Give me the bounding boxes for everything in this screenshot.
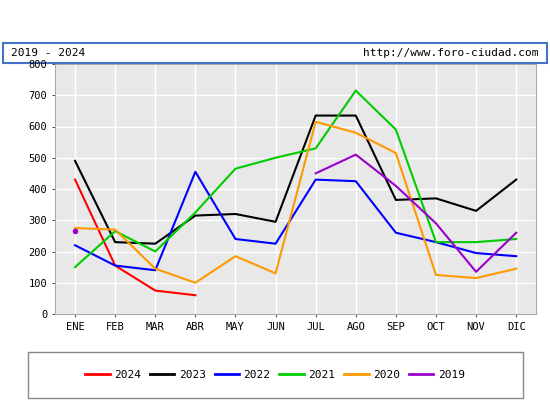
Text: Evolucion Nº Turistas Nacionales en el municipio de Vezdemarbán: Evolucion Nº Turistas Nacionales en el m… [23,14,527,28]
Text: 2019 - 2024: 2019 - 2024 [11,48,85,58]
Text: http://www.foro-ciudad.com: http://www.foro-ciudad.com [364,48,539,58]
Legend: 2024, 2023, 2022, 2021, 2020, 2019: 2024, 2023, 2022, 2021, 2020, 2019 [81,366,469,384]
